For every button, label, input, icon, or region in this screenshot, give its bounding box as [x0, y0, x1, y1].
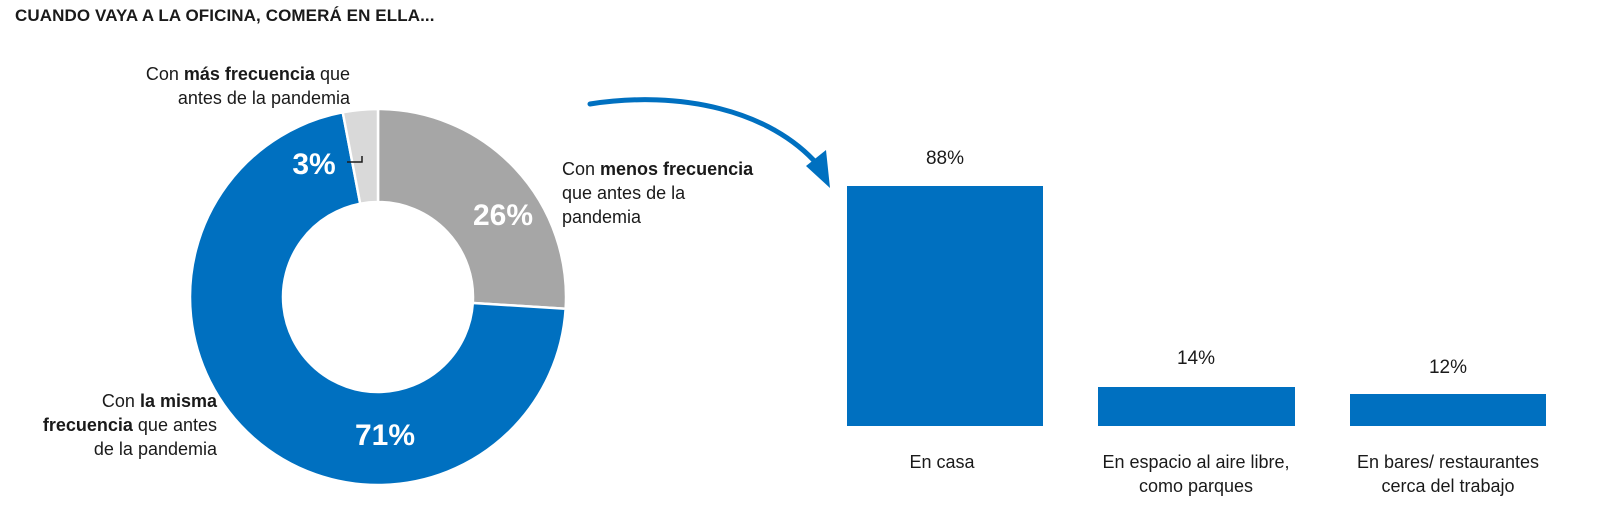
slice-label-mas: 3% — [292, 148, 336, 181]
label-misma-frecuencia: Con la misma frecuencia que antes de la … — [42, 391, 217, 459]
bar-bares — [1350, 394, 1546, 426]
label-mas-frecuencia: Con más frecuencia que antes de la pande… — [145, 64, 350, 108]
slice-misma-frecuencia — [188, 110, 567, 487]
bar-value-en-casa: 88% — [925, 148, 965, 169]
bar-category-bares: En bares/ restaurantes cerca del trabajo — [1356, 452, 1540, 496]
chart-title: CUANDO VAYA A LA OFICINA, COMERÁ EN ELLA… — [15, 6, 435, 25]
slice-label-misma: 71% — [354, 419, 416, 452]
slice-menos-frecuencia — [376, 107, 568, 311]
bar-value-aire-libre: 14% — [1176, 348, 1216, 369]
arrowhead-icon — [806, 150, 830, 188]
bar-category-aire-libre: En espacio al aire libre, como parques — [1102, 452, 1290, 496]
bar-value-bares: 12% — [1428, 357, 1468, 378]
bar-en-casa — [847, 186, 1043, 426]
slice-mas-frecuencia — [341, 107, 380, 206]
slice-label-menos: 26% — [472, 199, 534, 232]
connector-arrow — [587, 97, 821, 168]
leader-line — [347, 156, 363, 163]
label-menos-frecuencia: Con menos frecuencia que antes de la pan… — [562, 159, 754, 227]
bar-aire-libre — [1098, 387, 1295, 426]
donut-chart — [188, 107, 568, 487]
bar-category-en-casa: En casa — [909, 452, 975, 472]
